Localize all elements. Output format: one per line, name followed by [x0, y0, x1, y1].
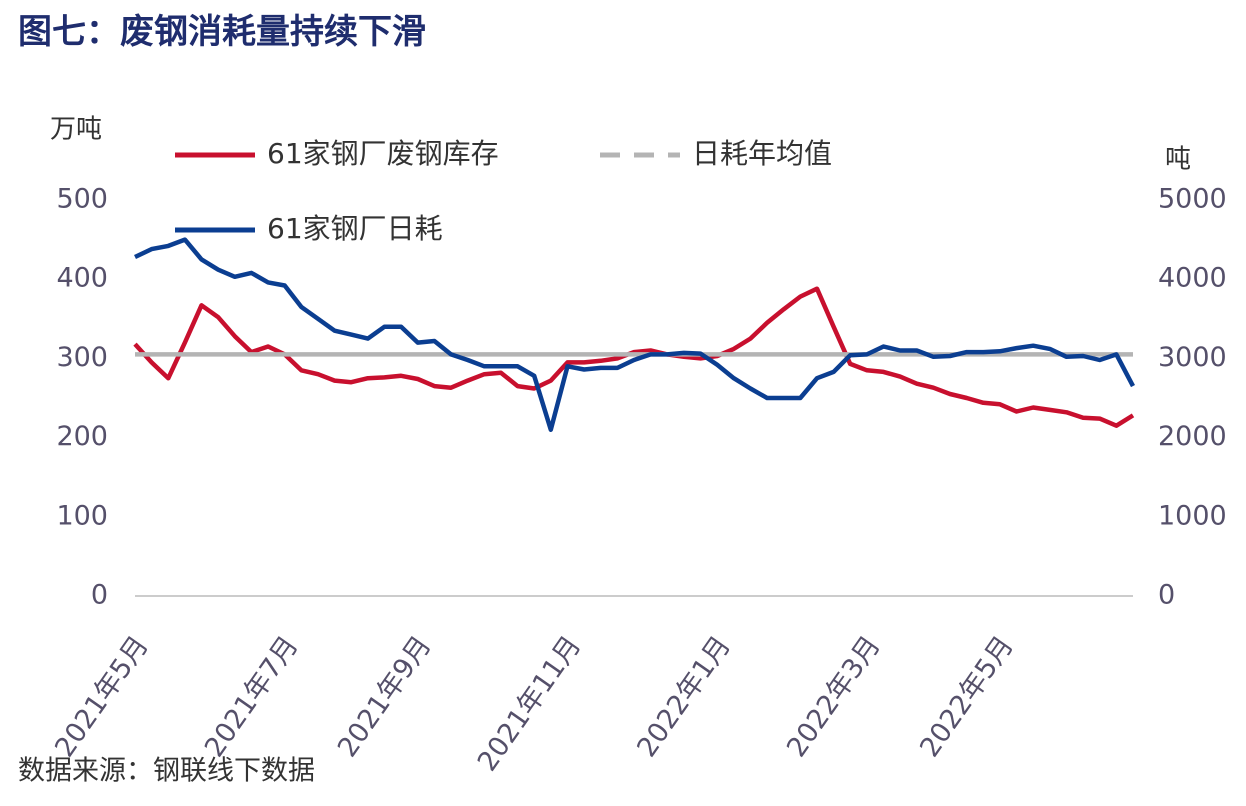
y-unit: 万吨: [50, 115, 102, 145]
y-tick-label: 100: [56, 500, 108, 531]
y-tick-label: 0: [91, 580, 108, 611]
y-tick-label: 300: [56, 342, 108, 373]
y2-unit: 吨: [1165, 145, 1191, 175]
series-line: [134, 237, 1135, 432]
y-tick-label: 400: [56, 263, 108, 294]
y2-tick-label: 4000: [1158, 263, 1227, 294]
legend-label: 61家钢厂日耗: [267, 212, 443, 245]
legend-label: 日耗年均值: [692, 137, 832, 170]
y2-tick-label: 2000: [1158, 421, 1227, 452]
chart-title: 图七：废钢消耗量持续下滑: [18, 12, 426, 52]
y2-tick-label: 3000: [1158, 342, 1227, 373]
y-tick-label: 200: [56, 421, 108, 452]
y2-tick-label: 1000: [1158, 500, 1227, 531]
y-tick-label: 500: [56, 184, 108, 215]
series-line: [133, 286, 1135, 428]
source: 数据来源：钢联线下数据: [18, 756, 315, 787]
y2-tick-label: 5000: [1158, 184, 1227, 215]
y2-tick-label: 0: [1158, 580, 1175, 611]
legend-label: 61家钢厂废钢库存: [267, 137, 499, 170]
